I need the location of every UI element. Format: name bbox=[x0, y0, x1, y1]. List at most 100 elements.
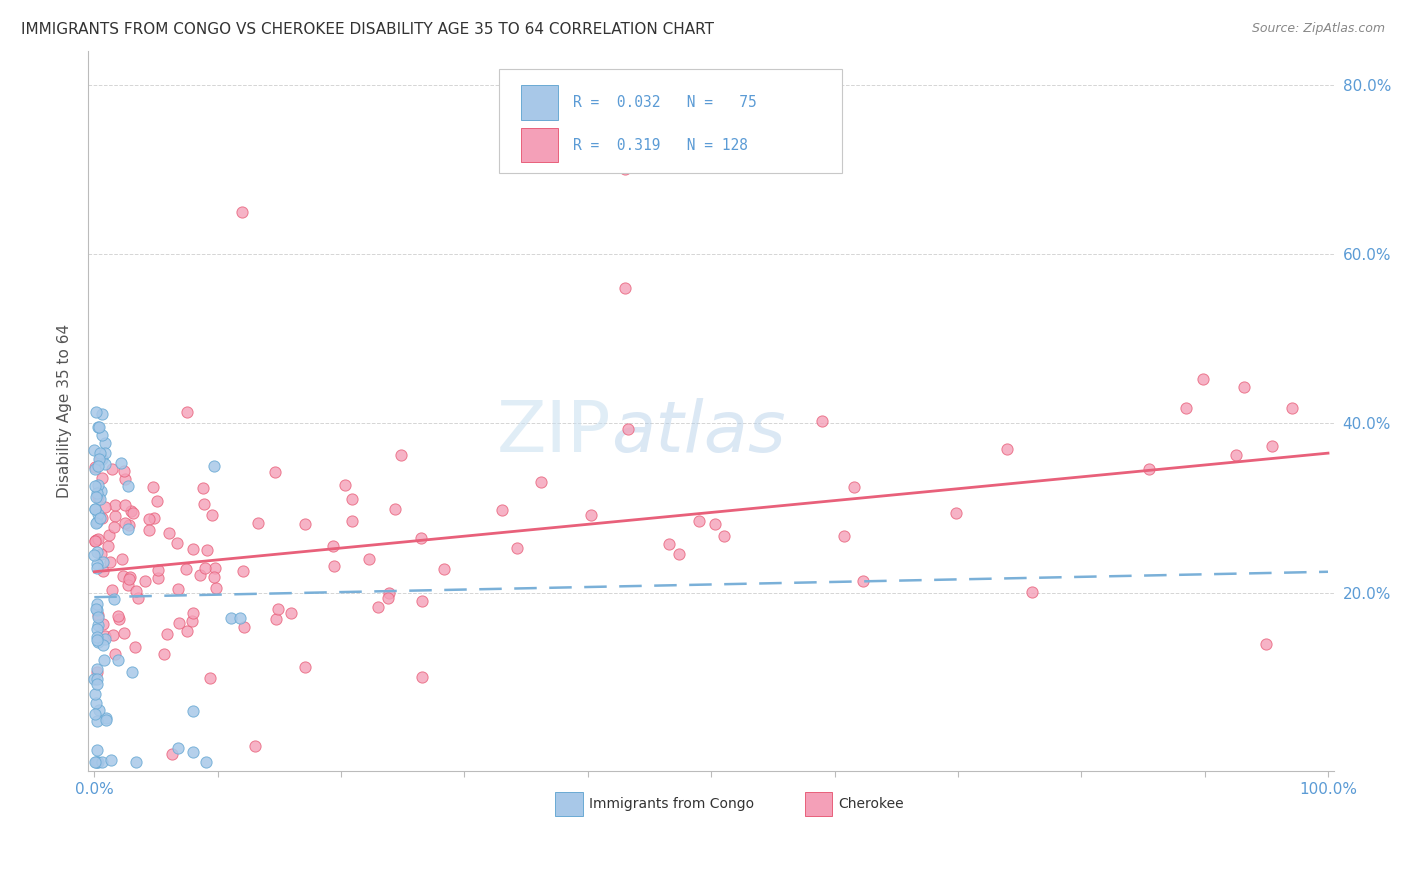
Point bbox=[280, 606, 302, 620]
Point bbox=[83, 442, 105, 457]
Point bbox=[101, 461, 124, 475]
Point bbox=[84, 756, 107, 770]
Point bbox=[97, 539, 120, 553]
Point bbox=[167, 740, 190, 755]
Point bbox=[91, 564, 114, 578]
Point bbox=[112, 464, 135, 478]
Point bbox=[167, 615, 190, 630]
Point bbox=[294, 660, 316, 674]
Point bbox=[117, 522, 139, 536]
Point bbox=[506, 541, 529, 555]
Point bbox=[87, 618, 110, 632]
Point bbox=[107, 653, 129, 667]
Point bbox=[89, 419, 111, 434]
Point bbox=[834, 529, 856, 543]
Point bbox=[530, 475, 553, 489]
Point bbox=[190, 568, 212, 582]
Point bbox=[688, 515, 710, 529]
Point bbox=[117, 479, 139, 493]
Point bbox=[87, 478, 110, 492]
Point bbox=[183, 704, 205, 718]
Point bbox=[91, 428, 114, 442]
Point bbox=[384, 502, 406, 516]
Point bbox=[91, 470, 114, 484]
Point bbox=[91, 638, 114, 652]
Point bbox=[83, 548, 105, 562]
Point bbox=[87, 532, 110, 546]
Point bbox=[104, 498, 127, 512]
Point bbox=[86, 630, 108, 644]
Point bbox=[98, 555, 121, 569]
Point bbox=[91, 408, 114, 422]
Point bbox=[411, 670, 433, 684]
Point bbox=[658, 536, 681, 550]
Point bbox=[86, 507, 108, 521]
Point bbox=[1021, 585, 1043, 599]
Point bbox=[83, 462, 105, 476]
Point bbox=[1256, 637, 1278, 651]
Point bbox=[89, 446, 111, 460]
Point bbox=[118, 572, 141, 586]
Point bbox=[114, 473, 136, 487]
Point bbox=[157, 525, 180, 540]
Point bbox=[166, 535, 188, 549]
Point bbox=[84, 516, 107, 530]
Point bbox=[391, 449, 413, 463]
Point bbox=[104, 509, 127, 524]
Point bbox=[86, 561, 108, 575]
Point bbox=[322, 558, 344, 573]
Point bbox=[176, 624, 198, 638]
Point bbox=[84, 756, 107, 770]
Point bbox=[359, 551, 381, 566]
Point bbox=[94, 500, 117, 514]
Point bbox=[411, 594, 433, 608]
Point bbox=[167, 582, 190, 597]
Point bbox=[121, 506, 143, 520]
Point bbox=[100, 753, 122, 767]
Point bbox=[232, 564, 254, 578]
Point bbox=[86, 459, 108, 474]
Point bbox=[1137, 462, 1160, 476]
Point bbox=[193, 497, 215, 511]
Point bbox=[183, 606, 205, 620]
Point bbox=[176, 405, 198, 419]
Point bbox=[204, 582, 226, 596]
Point bbox=[104, 647, 127, 661]
Point bbox=[264, 612, 287, 626]
Point bbox=[89, 547, 111, 561]
Point bbox=[228, 611, 250, 625]
Point bbox=[94, 436, 117, 450]
Point bbox=[844, 480, 866, 494]
Point bbox=[87, 756, 110, 770]
Point bbox=[84, 501, 107, 516]
Point bbox=[94, 713, 117, 727]
Point bbox=[86, 742, 108, 756]
Point bbox=[84, 687, 107, 701]
Point bbox=[146, 571, 169, 585]
Point bbox=[181, 614, 204, 628]
Point bbox=[121, 665, 143, 679]
FancyBboxPatch shape bbox=[520, 86, 558, 120]
Point bbox=[713, 529, 735, 543]
Point bbox=[945, 506, 967, 520]
Point bbox=[89, 451, 111, 466]
Point bbox=[579, 508, 602, 522]
Point bbox=[84, 707, 107, 722]
Point bbox=[193, 481, 215, 495]
Point bbox=[107, 609, 129, 624]
Point bbox=[86, 662, 108, 676]
Point bbox=[124, 584, 146, 599]
Point bbox=[84, 696, 107, 710]
Point bbox=[811, 414, 834, 428]
Point bbox=[202, 459, 225, 474]
FancyBboxPatch shape bbox=[804, 792, 832, 815]
Point bbox=[1191, 372, 1213, 386]
Text: Source: ZipAtlas.com: Source: ZipAtlas.com bbox=[1251, 22, 1385, 36]
Point bbox=[97, 528, 120, 542]
Point bbox=[322, 539, 344, 553]
Point bbox=[86, 622, 108, 636]
Point bbox=[110, 456, 132, 470]
Point bbox=[84, 405, 107, 419]
Point bbox=[93, 457, 115, 471]
Point bbox=[86, 714, 108, 728]
